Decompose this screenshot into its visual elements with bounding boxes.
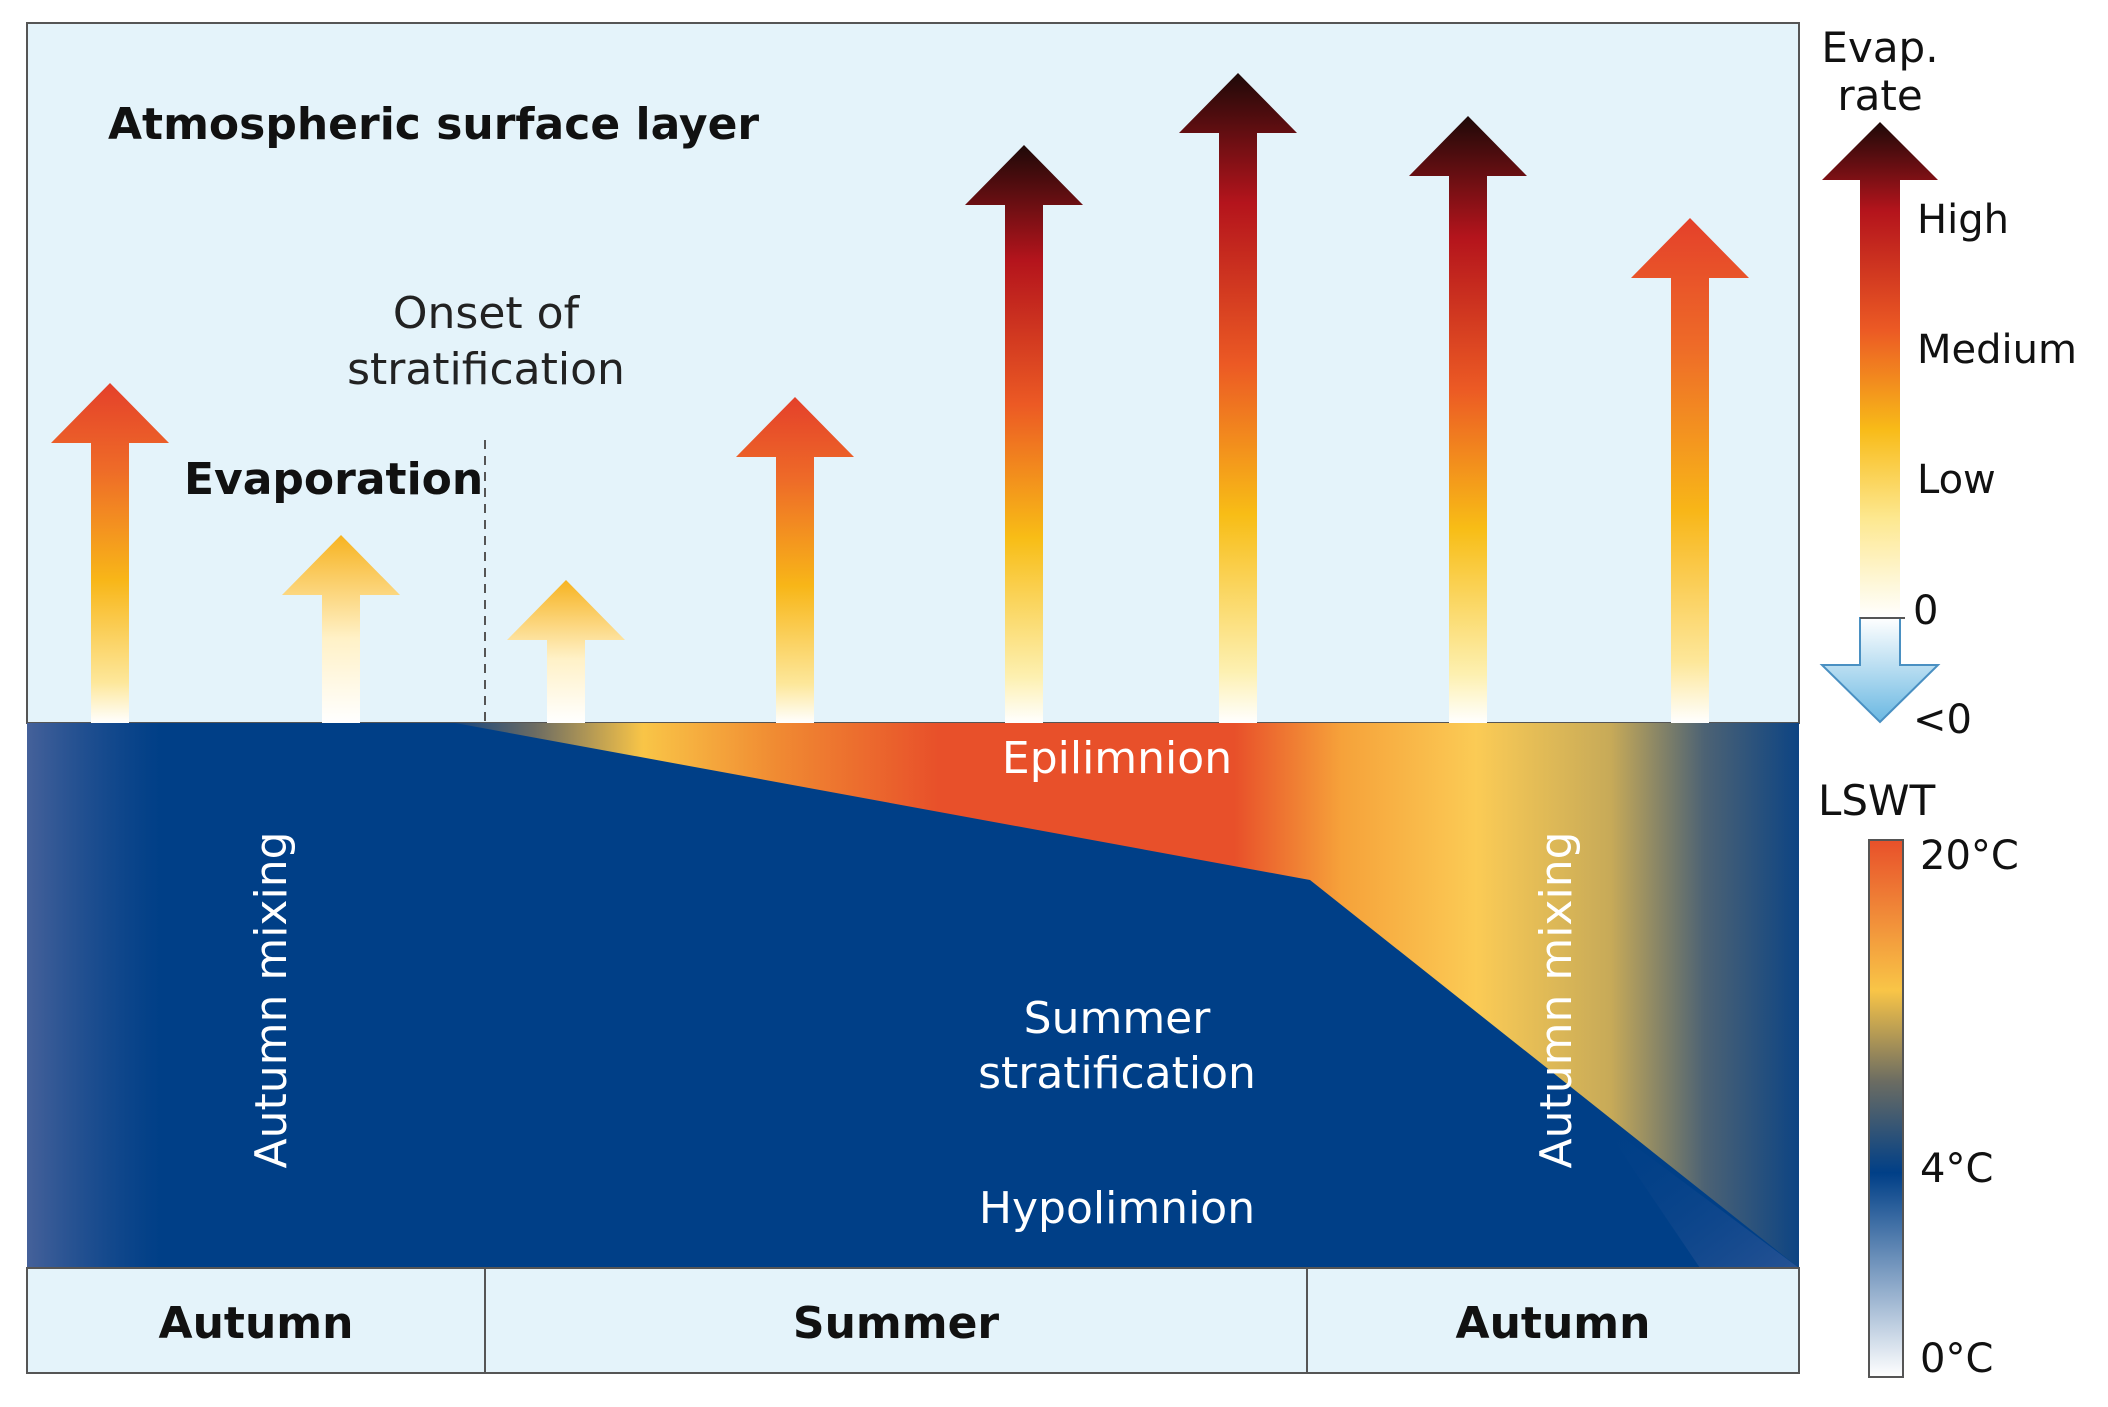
evaporation-arrows (51, 73, 1749, 723)
evap-legend-bar (1822, 122, 1938, 618)
evap-legend-zero: 0 (1913, 588, 1938, 634)
season-label-autumn-left: Autumn (159, 1298, 354, 1349)
atmosphere-title: Atmospheric surface layer (108, 99, 759, 150)
evaporation-arrow-1 (51, 383, 169, 723)
autumn-mixing-left-label: Autumn mixing (246, 831, 297, 1168)
season-label-summer: Summer (793, 1298, 1000, 1349)
evaporation-arrow-5 (965, 145, 1083, 723)
lswt-legend-title: LSWT (1818, 776, 1936, 825)
evaporation-arrow-8 (1631, 218, 1749, 723)
evaporation-arrow-3 (507, 580, 625, 723)
lswt-legend-20c: 20°C (1920, 833, 2019, 879)
lswt-legend-4c: 4°C (1920, 1146, 1993, 1192)
evap-legend-title-line1: Evap. (1821, 23, 1938, 72)
evap-rate-legend: Evap. rate High Medium Low 0 <0 (1819, 23, 2077, 743)
evap-legend-negative: <0 (1913, 697, 1972, 743)
onset-label-line2: stratification (347, 344, 625, 395)
hypolimnion-label: Hypolimnion (979, 1183, 1255, 1234)
onset-label-line1: Onset of (393, 288, 581, 339)
summer-stratification-line1: Summer (1024, 993, 1212, 1044)
lake-panel (27, 723, 1799, 1268)
evaporation-arrow-7 (1409, 116, 1527, 723)
lswt-legend: LSWT 20°C 4°C 0°C (1818, 776, 2019, 1382)
summer-stratification-line2: stratification (978, 1048, 1256, 1099)
autumn-mixing-right-label: Autumn mixing (1531, 831, 1582, 1168)
evaporation-arrow-4 (736, 397, 854, 723)
epilimnion-label: Epilimnion (1002, 733, 1232, 784)
evap-legend-title-line2: rate (1837, 71, 1922, 120)
evap-legend-low: Low (1917, 457, 1996, 503)
season-label-autumn-right: Autumn (1456, 1298, 1651, 1349)
season-bar: Autumn Summer Autumn (26, 1267, 1800, 1374)
right-corner-mixing (1600, 1120, 1799, 1268)
left-autumn-mixing-zone (27, 723, 217, 1268)
lswt-legend-0c: 0°C (1920, 1336, 1993, 1382)
lswt-legend-bar (1868, 839, 1904, 1378)
evap-legend-high: High (1917, 197, 2009, 243)
evaporation-arrow-2 (282, 535, 400, 723)
epilimnion-layer (455, 723, 1799, 1268)
evap-legend-negative-arrow (1819, 617, 1941, 724)
evap-legend-medium: Medium (1917, 327, 2077, 373)
evaporation-arrow-6 (1179, 73, 1297, 723)
evaporation-label: Evaporation (184, 454, 483, 505)
